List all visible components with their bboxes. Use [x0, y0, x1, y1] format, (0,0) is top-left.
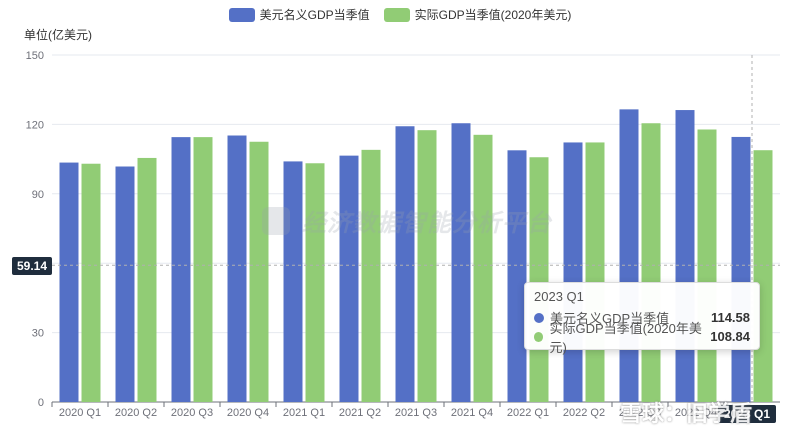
legend-label-nominal: 美元名义GDP当季值: [259, 8, 370, 22]
tooltip-name-real: 实际GDP当季值(2020年美元): [549, 320, 702, 355]
y-axis-unit-label: 单位(亿美元): [24, 28, 92, 42]
bar: [507, 150, 527, 402]
bar: [731, 136, 751, 402]
tooltip-row-real: 实际GDP当季值(2020年美元) 108.84: [534, 321, 750, 355]
x-tick-label: 2022 Q1: [507, 407, 549, 419]
bar: [227, 135, 247, 402]
legend-label-real: 实际GDP当季值(2020年美元): [414, 8, 572, 22]
tooltip-name-nominal: 美元名义GDP当季值: [550, 311, 670, 326]
bar: [137, 157, 157, 402]
y-tick-label: 120: [26, 119, 44, 131]
y-tick-label: 0: [38, 397, 44, 409]
tooltip-dot-real-icon: [534, 331, 544, 342]
x-tick-label: 2022 Q2: [563, 407, 605, 419]
bar: [249, 141, 269, 402]
x-tick-label: 2021 Q1: [283, 407, 325, 419]
x-tick-label: 2022 Q3: [619, 407, 661, 419]
bar: [305, 163, 325, 402]
bar: [697, 129, 717, 403]
legend-swatch-nominal: [228, 7, 255, 22]
bar: [641, 123, 661, 402]
tooltip-value-real: 108.84: [710, 329, 750, 344]
chart-tooltip: 2023 Q1 美元名义GDP当季值 114.58 实际GDP当季值(2020年…: [524, 282, 760, 355]
legend-item-real-gdp[interactable]: 实际GDP当季值(2020年美元): [383, 6, 572, 23]
bar: [395, 126, 415, 402]
tooltip-title: 2023 Q1: [534, 289, 584, 304]
y-axis-pointer-label: 59.14: [12, 257, 53, 275]
x-tick-label: 2021 Q3: [395, 407, 437, 419]
bar: [451, 123, 471, 402]
x-tick-label: 2021 Q2: [339, 407, 381, 419]
bar: [675, 110, 695, 402]
chart-legend: 美元名义GDP当季值 实际GDP当季值(2020年美元): [0, 6, 800, 23]
bar: [619, 109, 639, 402]
bar: [473, 134, 493, 402]
bar: [361, 149, 381, 402]
legend-swatch-real: [383, 7, 410, 22]
x-tick-label: 2020 Q1: [59, 407, 101, 419]
bar: [417, 130, 437, 402]
tooltip-value-nominal: 114.58: [710, 310, 750, 325]
bar: [115, 166, 135, 402]
x-tick-label: 2022 Q4: [675, 407, 717, 419]
x-tick-label: 2020 Q3: [171, 407, 213, 419]
x-tick-label: 2020 Q2: [115, 407, 157, 419]
bar: [585, 142, 605, 402]
legend-item-nominal-gdp[interactable]: 美元名义GDP当季值: [228, 6, 370, 23]
bar: [283, 161, 303, 402]
bar: [59, 162, 79, 402]
y-tick-label: 90: [32, 189, 44, 201]
y-tick-label: 30: [32, 328, 44, 340]
x-tick-label: 2021 Q4: [451, 407, 493, 419]
x-tick-label: 2020 Q4: [227, 407, 269, 419]
y-tick-label: 150: [26, 50, 44, 62]
x-axis-pointer-label: 2023 Q1: [717, 405, 776, 423]
tooltip-dot-nominal-icon: [534, 312, 544, 323]
bar: [171, 137, 191, 402]
bar: [529, 157, 549, 402]
bar: [193, 137, 213, 402]
tooltip-row-nominal: 美元名义GDP当季值 114.58: [534, 308, 750, 327]
bar: [563, 142, 583, 402]
bar: [753, 150, 773, 402]
bar: [81, 163, 101, 402]
bar: [339, 155, 359, 402]
